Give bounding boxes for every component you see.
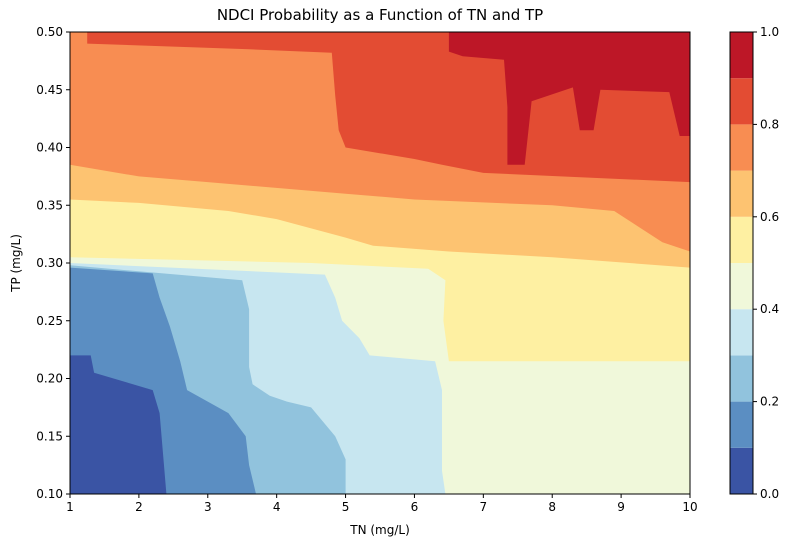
y-axis: 0.10 0.15 0.20 0.25 0.30 0.35 0.40 0.45 0.50 (36, 25, 70, 501)
y-tick-label: 0.20 (36, 372, 63, 386)
y-axis-label: TP (mg/L) (9, 234, 23, 293)
x-axis: 1 2 3 4 5 6 7 8 9 10 (66, 494, 698, 514)
colorbar-tick-label: 0.8 (760, 117, 779, 131)
colorbar-band (730, 216, 753, 263)
y-tick-label: 0.45 (36, 83, 63, 97)
plot-area (69, 31, 691, 495)
x-tick-label: 2 (135, 500, 143, 514)
colorbar-tick-label: 1.0 (760, 25, 779, 39)
colorbar-frame (729, 31, 754, 495)
colorbar-band (730, 170, 753, 217)
colorbar-band (730, 263, 753, 310)
colorbar-band (730, 447, 753, 494)
x-tick-label: 8 (548, 500, 556, 514)
colorbar: 0.0 0.2 0.4 0.6 0.8 1.0 (729, 25, 779, 501)
y-tick-label: 0.15 (36, 429, 63, 443)
y-tick-label: 0.10 (36, 487, 63, 501)
y-tick-label: 0.25 (36, 314, 63, 328)
x-tick-label: 6 (411, 500, 419, 514)
chart-title: NDCI Probability as a Function of TN and… (217, 6, 543, 24)
colorbar-band (730, 401, 753, 448)
x-tick-label: 5 (342, 500, 350, 514)
x-tick-label: 10 (682, 500, 697, 514)
colorbar-band (730, 309, 753, 356)
contour-band-10 (448, 32, 690, 165)
colorbar-band (730, 124, 753, 171)
colorbar-tick-label: 0.4 (760, 302, 779, 316)
x-tick-label: 1 (66, 500, 74, 514)
y-tick-label: 0.50 (36, 25, 63, 39)
colorbar-tick-label: 0.6 (760, 210, 779, 224)
colorbar-band (730, 78, 753, 125)
colorbar-tick-label: 0.2 (760, 395, 779, 409)
y-tick-label: 0.30 (36, 256, 63, 270)
colorbar-band (730, 32, 753, 79)
x-tick-label: 9 (617, 500, 625, 514)
x-tick-label: 4 (273, 500, 281, 514)
y-tick-label: 0.35 (36, 198, 63, 212)
colorbar-band (730, 355, 753, 402)
x-axis-label: TN (mg/L) (349, 523, 410, 537)
y-tick-label: 0.40 (36, 141, 63, 155)
colorbar-tick-label: 0.0 (760, 487, 779, 501)
x-tick-label: 3 (204, 500, 212, 514)
x-tick-label: 7 (480, 500, 488, 514)
